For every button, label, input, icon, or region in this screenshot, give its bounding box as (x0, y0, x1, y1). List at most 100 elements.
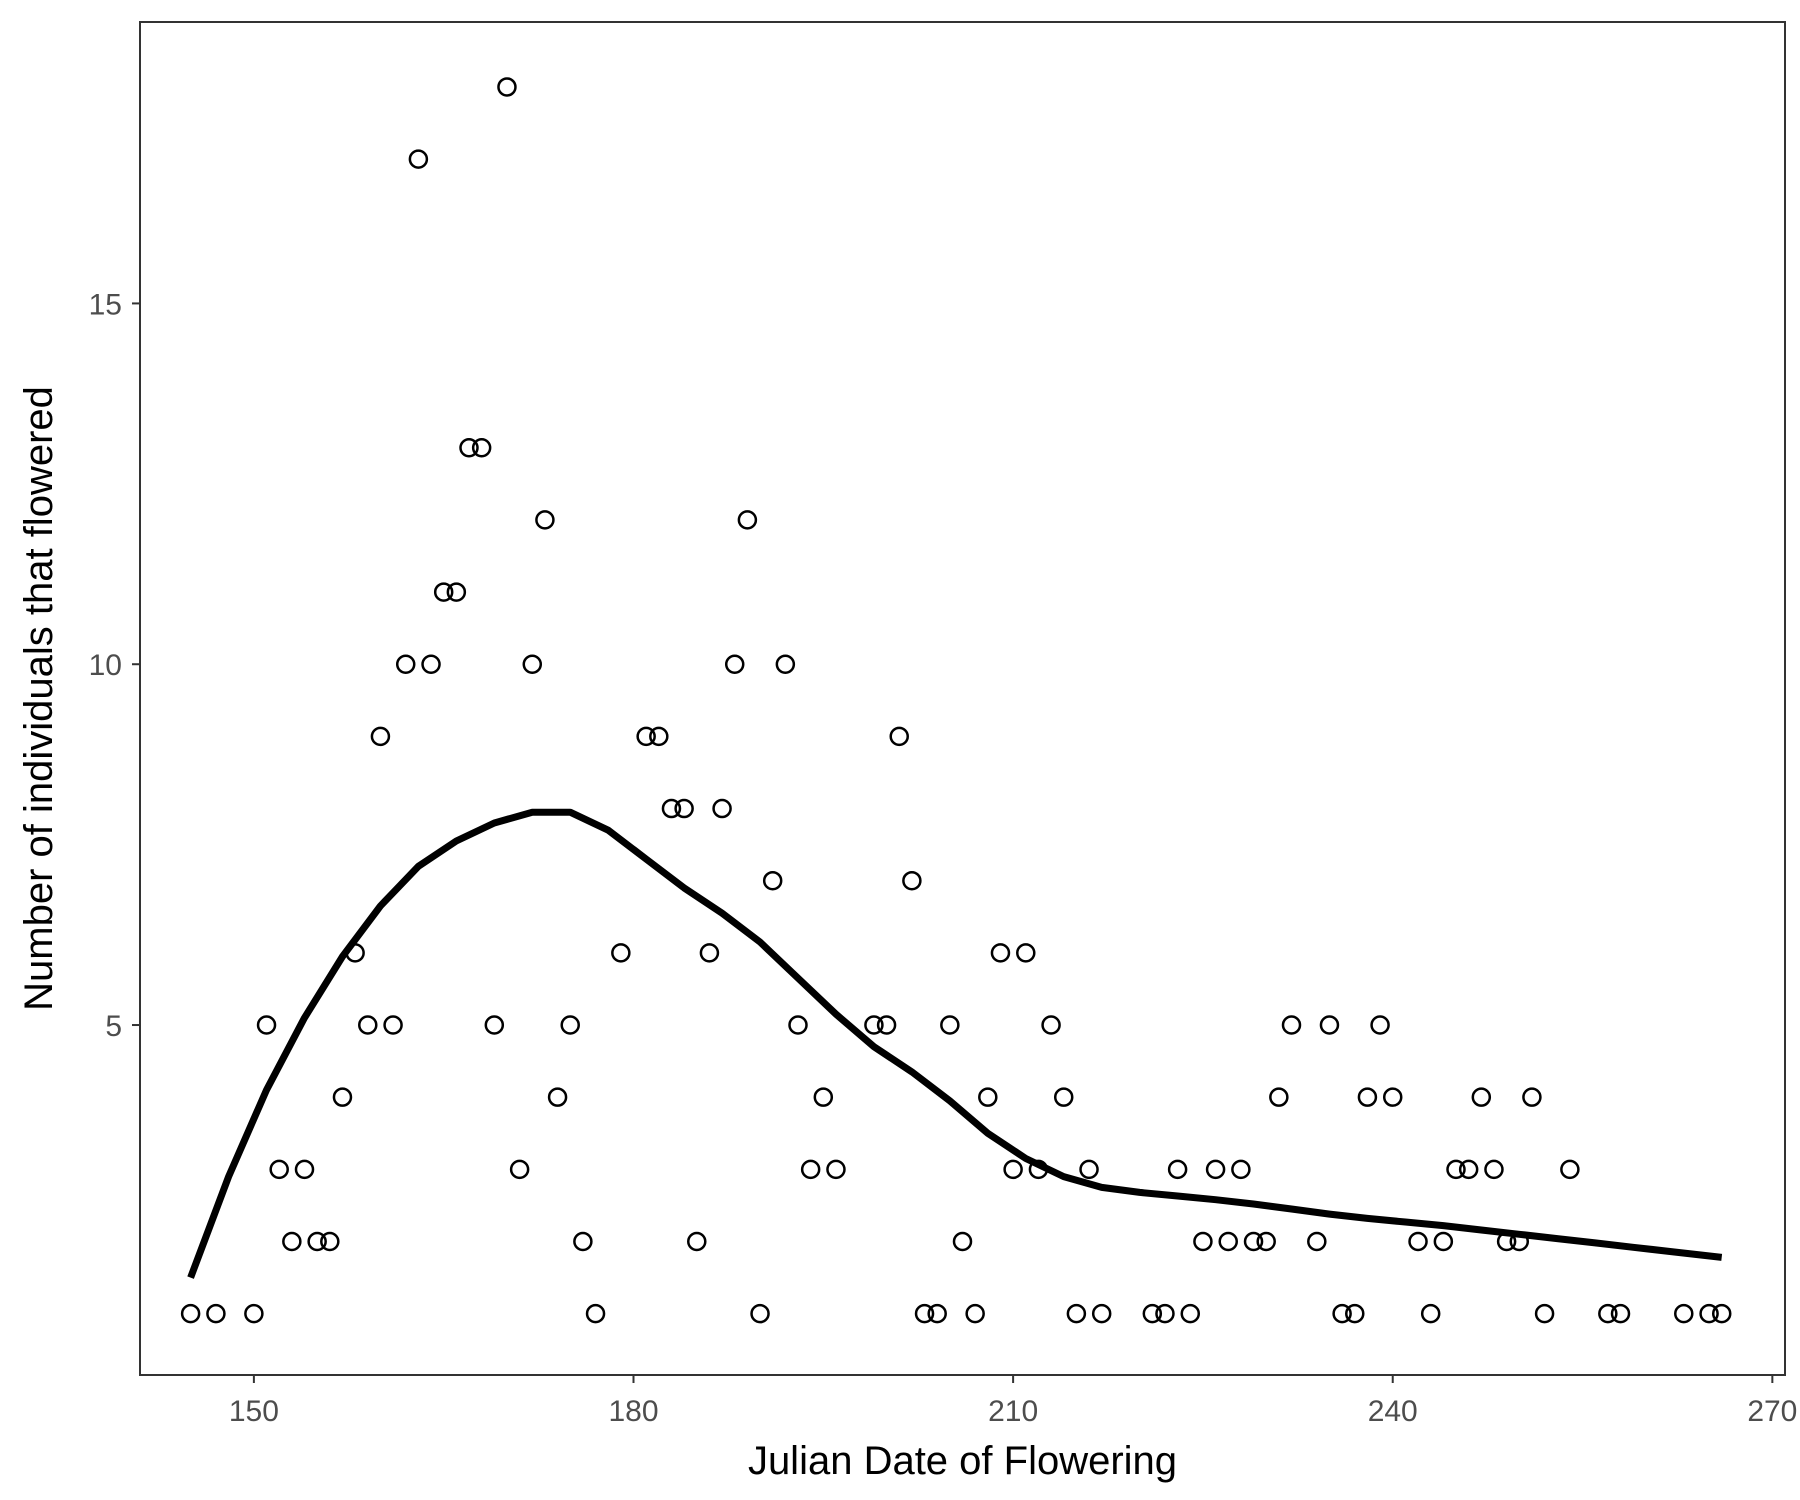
y-axis-ticks: 5 10 15 (89, 288, 140, 1043)
data-point (1598, 1303, 1618, 1324)
data-point (724, 654, 745, 674)
y-tick-label: 10 (89, 649, 122, 682)
data-point (180, 1303, 201, 1324)
data-point (206, 1303, 226, 1324)
data-point (762, 870, 783, 891)
data-point (1484, 1159, 1504, 1180)
data-point (661, 798, 682, 819)
data-point (1420, 1303, 1441, 1324)
y-axis-title: Number of individuals that flowered (17, 386, 61, 1011)
data-point (1155, 1303, 1175, 1324)
data-point (826, 1159, 846, 1180)
data-point (1509, 1231, 1530, 1252)
data-point (395, 654, 416, 674)
data-point (914, 1303, 935, 1324)
data-point (611, 943, 631, 963)
data-point (965, 1303, 985, 1324)
data-point (345, 943, 365, 963)
data-point (320, 1231, 340, 1252)
data-point (497, 77, 517, 97)
data-point (1091, 1303, 1112, 1324)
panel-border (139, 21, 1786, 1376)
data-point (1193, 1231, 1213, 1252)
data-point (952, 1231, 973, 1252)
data-point (1066, 1303, 1087, 1324)
data-point (560, 1015, 580, 1035)
data-point (1003, 1159, 1023, 1180)
data-point (1319, 1015, 1340, 1035)
data-point (800, 1159, 821, 1180)
data-point (358, 1015, 378, 1035)
data-point (687, 1231, 707, 1252)
data-point (1281, 1015, 1302, 1035)
x-axis-ticks: 150 180 210 240 270 (229, 1375, 1797, 1428)
data-point (1332, 1303, 1352, 1324)
data-point (1534, 1303, 1555, 1324)
data-point (1205, 1159, 1226, 1180)
data-point (509, 1159, 530, 1180)
data-point (1231, 1159, 1251, 1180)
data-point (990, 943, 1011, 963)
data-point (484, 1015, 505, 1035)
data-point (1307, 1231, 1327, 1252)
data-point (1711, 1303, 1732, 1324)
x-tick-label: 150 (229, 1395, 279, 1428)
plot-area (180, 77, 1732, 1324)
data-point (1256, 1231, 1276, 1252)
data-point (1610, 1303, 1631, 1324)
data-point (459, 437, 479, 458)
data-point (1408, 1231, 1428, 1252)
data-point (294, 1159, 315, 1180)
data-point (522, 654, 543, 674)
data-point (1382, 1087, 1403, 1107)
data-point (256, 1015, 277, 1035)
x-tick-label: 240 (1368, 1395, 1418, 1428)
data-points (180, 77, 1732, 1324)
data-point (750, 1303, 770, 1324)
data-point (876, 1015, 897, 1035)
smooth-trend-line (187, 808, 1723, 1279)
data-point (775, 654, 796, 674)
data-point (1053, 1087, 1074, 1107)
data-point (1674, 1303, 1694, 1324)
data-point (370, 726, 391, 747)
data-point (1243, 1231, 1264, 1252)
data-point (408, 149, 429, 169)
data-point (1496, 1231, 1517, 1252)
x-tick-label: 180 (608, 1395, 658, 1428)
x-tick-label: 270 (1747, 1395, 1797, 1428)
data-point (1142, 1303, 1163, 1324)
data-point (446, 582, 467, 602)
data-point (1180, 1303, 1201, 1324)
data-point (282, 1231, 302, 1252)
data-point (1370, 1015, 1390, 1035)
data-point (636, 726, 656, 747)
y-tick-label: 5 (105, 1010, 122, 1043)
data-point (864, 1015, 884, 1035)
data-point (1041, 1015, 1061, 1035)
data-point (421, 654, 441, 674)
data-point (649, 726, 669, 747)
data-point (788, 1015, 808, 1035)
data-point (585, 1303, 606, 1324)
y-tick-label: 15 (89, 288, 122, 321)
data-point (737, 510, 758, 530)
data-point (1699, 1303, 1719, 1324)
x-axis-title: Julian Date of Flowering (748, 1439, 1177, 1483)
data-point (1218, 1231, 1238, 1252)
data-point (307, 1231, 327, 1252)
data-point (269, 1159, 289, 1180)
data-point (1016, 943, 1036, 963)
x-tick-label: 210 (988, 1395, 1038, 1428)
data-point (1357, 1087, 1378, 1107)
data-point (1471, 1087, 1492, 1107)
data-point (1458, 1159, 1479, 1180)
data-point (699, 943, 720, 963)
data-point (1028, 1159, 1049, 1180)
data-point (383, 1015, 403, 1035)
data-point (1522, 1087, 1542, 1107)
data-point (471, 437, 492, 458)
data-point (927, 1303, 947, 1324)
